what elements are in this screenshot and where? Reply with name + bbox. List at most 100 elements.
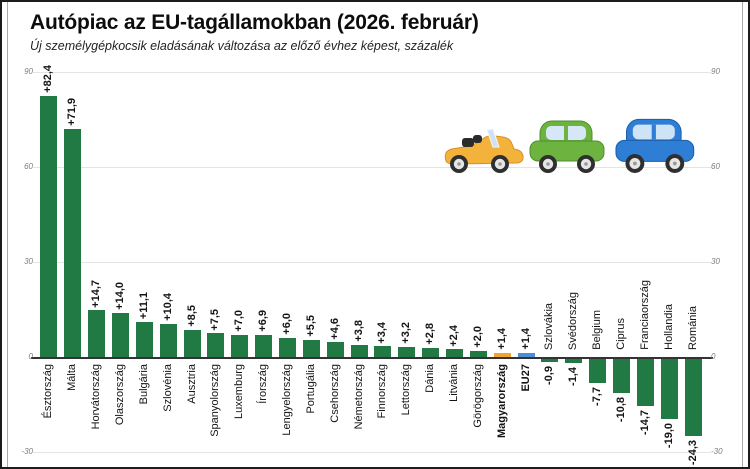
y-tick-label-right: 0 — [711, 352, 716, 361]
bar-value-label: +10,4 — [161, 293, 174, 322]
x-axis-line — [31, 357, 713, 359]
bar-category-label: Észtország — [42, 364, 55, 419]
bar-Szlovákia — [541, 359, 559, 362]
bar-Ciprus — [613, 359, 630, 394]
bar-value-label: +1,4 — [519, 327, 532, 350]
y-tick-label-left: 0 — [28, 352, 33, 361]
bar-category-label: Olaszország — [114, 364, 126, 426]
bar-category-label: Bulgária — [137, 364, 150, 405]
bar-category-label: Románia — [686, 305, 699, 350]
bar-category-label: Spanyolország — [209, 364, 222, 437]
bar-Finnország — [374, 346, 392, 357]
bar-value-label: +71,9 — [66, 98, 79, 127]
y-tick-label-right: 30 — [711, 257, 720, 266]
convertible-car-icon — [444, 128, 524, 173]
bar-value-label: +6,9 — [257, 310, 270, 333]
bar-Lettország — [398, 346, 416, 357]
y-tick-label-right: -30 — [711, 447, 723, 456]
bar-Hollandia — [660, 359, 678, 420]
bar-Írország — [255, 335, 273, 357]
bar-category-label: Lettország — [400, 364, 413, 416]
bar-value-label: -1,4 — [567, 367, 580, 387]
bar-category-label: EU27 — [519, 364, 532, 392]
bar-value-label: -10,8 — [615, 397, 627, 423]
bar-category-label: Németország — [352, 364, 365, 430]
bar-category-label: Görögország — [471, 364, 484, 428]
bar-value-label: -0,9 — [543, 365, 556, 385]
cars-illustration — [444, 118, 695, 173]
y-tick-label-left: 30 — [24, 257, 33, 266]
bar-Magyarország — [493, 352, 511, 357]
bar-Bulgária — [135, 321, 153, 357]
gridline — [33, 262, 711, 263]
bar-Portugália — [302, 339, 320, 357]
bar-category-label: Belgium — [591, 310, 604, 350]
bar-Észtország — [40, 96, 58, 357]
bar-Románia — [684, 359, 702, 436]
bar-value-label: +82,4 — [42, 65, 55, 94]
gridline — [33, 452, 711, 453]
bar-Belgium — [589, 359, 607, 384]
bar-Spanyolország — [207, 333, 225, 357]
bar-value-label: +3,4 — [376, 321, 389, 344]
bar-category-label: Csehország — [328, 364, 341, 423]
blue-car-icon — [615, 118, 695, 173]
bar-Luxemburg — [231, 334, 249, 357]
bar-category-label: Hollandia — [662, 304, 675, 350]
bar-category-label: Ausztria — [185, 364, 198, 404]
bar-value-label: +2,4 — [448, 324, 460, 347]
y-tick-label-left: 60 — [24, 162, 33, 171]
bar-category-label: Luxemburg — [233, 364, 246, 420]
bar-value-label: +7,5 — [209, 308, 222, 331]
green-car-icon — [529, 120, 605, 173]
bar-Szlovénia — [159, 324, 177, 357]
gridline — [33, 167, 711, 168]
bar-category-label: Magyarország — [495, 364, 508, 438]
bar-Görögország — [469, 350, 487, 357]
bar-Németország — [350, 344, 368, 357]
bar-category-label: Finnország — [376, 364, 389, 419]
bar-value-label: -24,3 — [686, 439, 699, 466]
bar-category-label: Franciaország — [638, 280, 651, 350]
bar-value-label: +3,2 — [400, 322, 413, 344]
bar-category-label: Szlovákia — [543, 302, 556, 350]
bar-Olaszország — [112, 312, 129, 357]
bar-value-label: +6,0 — [281, 313, 293, 335]
plot-area: +82,4 Észtország +71,9 Málta +14,7 Horvátorsz… — [31, 65, 713, 465]
y-tick-label-right: 60 — [711, 162, 720, 171]
bar-category-label: Svédország — [567, 291, 580, 350]
bar-value-label: +2,8 — [424, 323, 437, 346]
page-subtitle: Új személygépkocsik eladásának változása… — [30, 39, 454, 53]
bar-value-label: -19,0 — [662, 423, 675, 449]
bar-value-label: +11,1 — [137, 291, 150, 319]
bar-Lengyelország — [279, 338, 296, 357]
bar-category-label: Lengyelország — [281, 364, 293, 436]
bar-category-label: Litvánia — [448, 364, 460, 402]
bar-category-label: Horvátország — [90, 364, 103, 430]
bar-Litvánia — [446, 349, 463, 357]
bar-Dánia — [422, 348, 440, 357]
y-tick-label-left: 90 — [24, 67, 33, 76]
page-title: Autópiac az EU-tagállamokban (2026. febr… — [30, 11, 479, 34]
bar-value-label: +2,0 — [471, 325, 484, 348]
bar-Franciaország — [636, 359, 654, 406]
bar-value-label: +14,7 — [90, 279, 103, 308]
bar-value-label: +14,0 — [114, 281, 126, 310]
bar-Csehország — [326, 342, 344, 357]
bar-value-label: +5,5 — [304, 314, 317, 337]
bar-Horvátország — [88, 310, 106, 357]
bar-value-label: -14,7 — [638, 409, 651, 435]
gridline — [33, 72, 711, 73]
bar-Málta — [64, 129, 82, 357]
bar-value-label: +4,6 — [328, 317, 341, 340]
bar-category-label: Dánia — [424, 364, 437, 393]
y-tick-label-left: -30 — [21, 447, 33, 456]
bar-category-label: Szlovénia — [161, 364, 174, 412]
bar-Svédország — [565, 359, 583, 364]
bar-EU27 — [517, 352, 535, 357]
bar-category-label: Portugália — [304, 364, 317, 414]
bar-value-label: +1,4 — [495, 327, 508, 350]
left-edge-line — [7, 2, 8, 467]
bar-value-label: +3,8 — [352, 320, 365, 342]
